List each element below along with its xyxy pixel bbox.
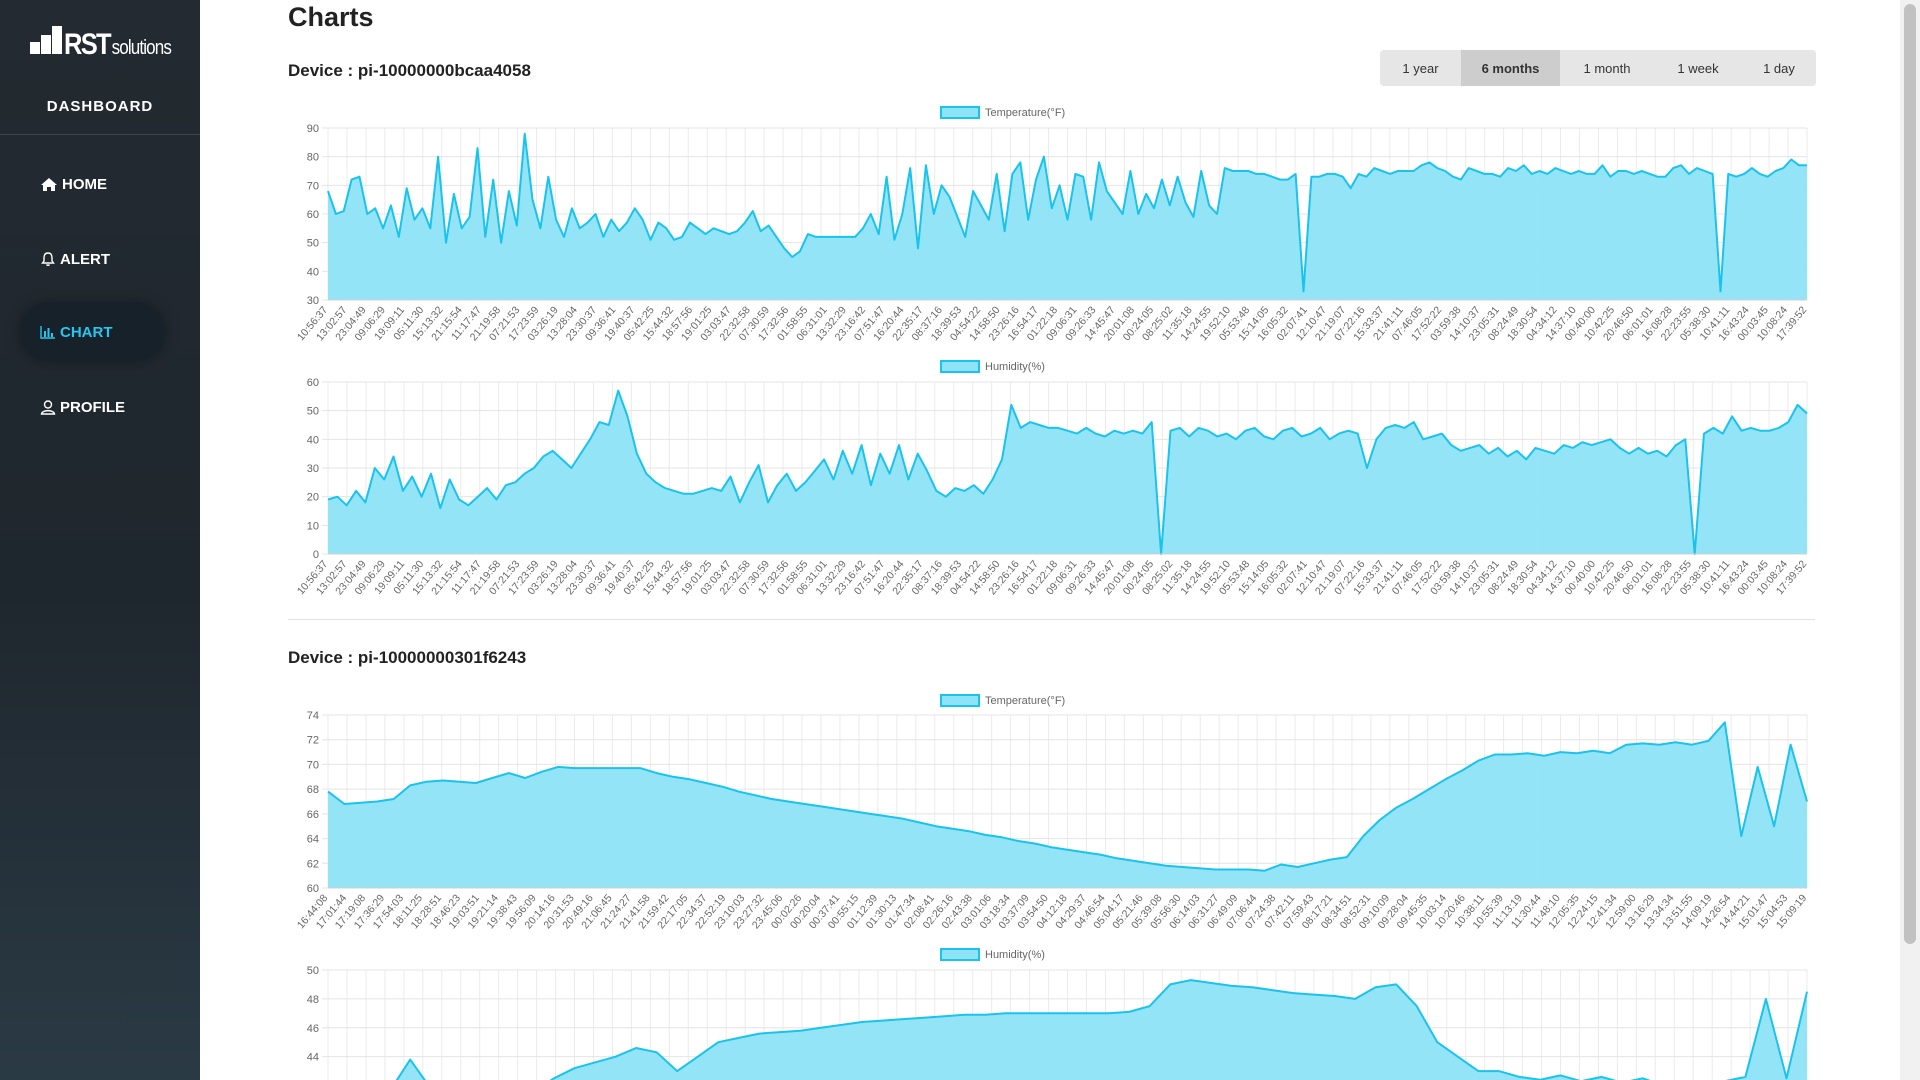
user-icon (40, 400, 56, 415)
y-tick-label: 50 (307, 965, 319, 977)
device-title: Device : pi-10000000bcaa4058 (288, 61, 531, 80)
y-tick-label: 44 (307, 1052, 319, 1064)
scrollbar-thumb[interactable] (1904, 4, 1916, 944)
y-tick-label: 40 (307, 266, 319, 278)
legend-label: Temperature(°F) (985, 695, 1065, 707)
logo-blocks-icon (30, 26, 62, 54)
range-1-day-button[interactable]: 1 day (1742, 50, 1816, 86)
logo-wordmark: RSTsolutions (64, 28, 172, 62)
range-1-month-button[interactable]: 1 month (1560, 50, 1654, 86)
range-6-months-button[interactable]: 6 months (1461, 50, 1560, 86)
y-tick-label: 50 (307, 406, 319, 418)
y-tick-label: 64 (307, 834, 319, 846)
sidebar-item-home[interactable]: HOME (20, 155, 165, 213)
sidebar-item-label: PROFILE (60, 398, 126, 416)
sidebar: RSTsolutions DASHBOARD HOME ALERT CHART … (0, 0, 200, 1080)
legend-swatch (940, 106, 980, 119)
y-tick-label: 20 (307, 492, 319, 504)
range-1-week-button[interactable]: 1 week (1654, 50, 1742, 86)
sidebar-item-chart[interactable]: CHART (20, 303, 165, 361)
y-tick-label: 30 (307, 295, 319, 307)
series-line (395, 979, 1808, 1080)
y-tick-label: 74 (307, 710, 319, 722)
y-tick-label: 68 (307, 784, 319, 796)
series-area (328, 980, 1807, 1080)
logo-text: RST (64, 28, 112, 61)
y-tick-label: 30 (307, 463, 319, 475)
section-divider (288, 619, 1815, 620)
series-area (328, 722, 1807, 888)
legend-swatch (940, 694, 980, 707)
legend-swatch (940, 948, 980, 961)
y-tick-label: 48 (307, 994, 319, 1006)
dashboard-title: DASHBOARD (46, 98, 154, 115)
scrollbar[interactable] (1900, 0, 1920, 1080)
humidity-chart: Humidity(%)4244464850 (307, 948, 1808, 1080)
sidebar-item-label: ALERT (60, 250, 110, 268)
legend-swatch (940, 360, 980, 373)
y-tick-label: 80 (307, 152, 319, 164)
sidebar-item-profile[interactable]: PROFILE (20, 378, 165, 436)
temperature-chart: Temperature(°F)606264666870727416:44:081… (295, 694, 1809, 931)
series-line (327, 721, 1808, 872)
y-tick-label: 70 (307, 759, 319, 771)
page-title: Charts (288, 2, 374, 32)
y-tick-label: 60 (307, 209, 319, 221)
temperature-chart: Temperature(°F)3040506070809010:56:3713:… (295, 106, 1809, 343)
y-tick-label: 46 (307, 1023, 319, 1035)
device-title: Device : pi-10000000301f6243 (288, 648, 527, 667)
y-tick-label: 10 (307, 520, 319, 532)
y-tick-label: 66 (307, 809, 319, 821)
series-area (328, 390, 1807, 554)
series-area (328, 133, 1807, 300)
sidebar-divider (0, 134, 200, 135)
y-tick-label: 62 (307, 858, 319, 870)
series-line (327, 389, 1808, 555)
legend-label: Temperature(°F) (985, 107, 1065, 119)
y-tick-label: 0 (313, 549, 319, 561)
range-1-year-button[interactable]: 1 year (1380, 50, 1461, 86)
humidity-chart: Humidity(%)010203040506010:56:3713:02:57… (295, 360, 1809, 597)
sidebar-item-label: CHART (60, 323, 113, 341)
y-tick-label: 60 (307, 883, 319, 895)
y-tick-label: 90 (307, 123, 319, 135)
logo[interactable]: RSTsolutions (28, 18, 178, 68)
series-line (327, 132, 1807, 293)
bar-chart-icon (40, 326, 55, 339)
y-tick-label: 50 (307, 238, 319, 250)
y-tick-label: 40 (307, 434, 319, 446)
logo-subtext: solutions (111, 37, 172, 59)
sidebar-item-label: HOME (62, 175, 107, 193)
legend-label: Humidity(%) (985, 361, 1045, 373)
y-tick-label: 72 (307, 735, 319, 747)
main-content: Charts Device : pi-10000000bcaa4058 1 ye… (200, 0, 1900, 1080)
legend-label: Humidity(%) (985, 949, 1045, 961)
sidebar-item-alert[interactable]: ALERT (20, 230, 165, 288)
bell-icon (41, 252, 55, 267)
home-icon (41, 177, 57, 191)
y-tick-label: 60 (307, 377, 319, 389)
y-tick-label: 70 (307, 180, 319, 192)
range-selector: 1 year 6 months 1 month 1 week 1 day (1380, 50, 1816, 86)
